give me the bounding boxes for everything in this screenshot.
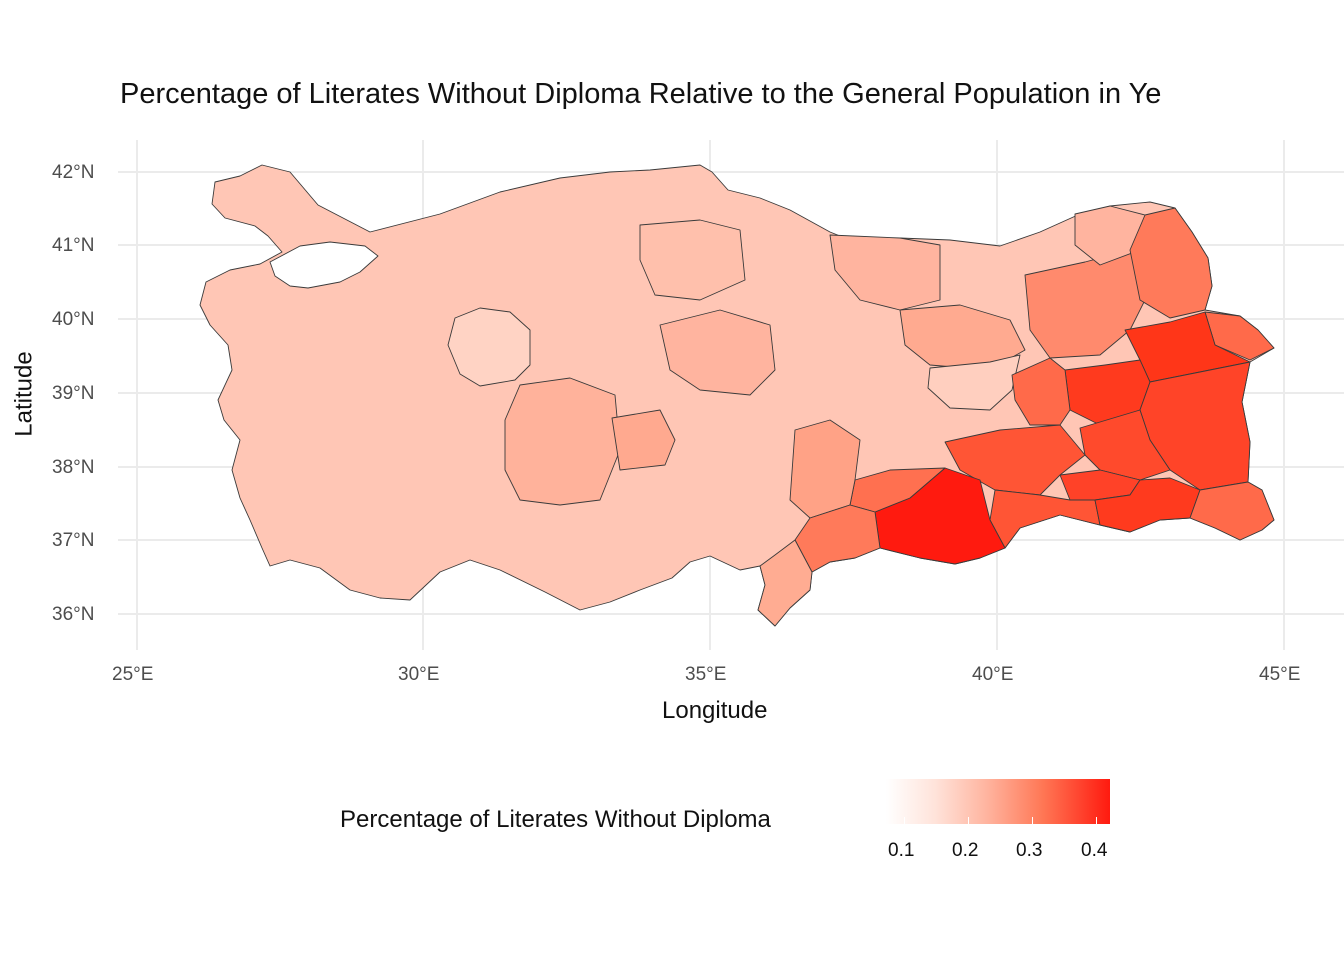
region-north-central xyxy=(639,219,746,301)
region-konya-east xyxy=(611,409,676,471)
legend-tick-0-4: 0.4 xyxy=(1081,840,1108,861)
region-hatay xyxy=(757,539,813,627)
legend-mark-2 xyxy=(968,817,969,824)
y-axis-title: Latitude xyxy=(10,351,38,437)
legend-mark-4 xyxy=(1096,817,1097,824)
region-hakkari xyxy=(1189,481,1275,541)
legend-colorbar xyxy=(886,779,1110,824)
x-axis-title: Longitude xyxy=(662,697,768,724)
region-black-sea-east xyxy=(829,234,941,311)
legend-mark-3 xyxy=(1032,817,1033,824)
y-tick-36: 36°N xyxy=(52,604,95,625)
region-malatya xyxy=(789,419,861,519)
region-central-east xyxy=(659,309,776,396)
x-tick-45: 45°E xyxy=(1259,664,1301,685)
legend-tick-0-2: 0.2 xyxy=(952,840,979,861)
region-kars xyxy=(1129,207,1213,319)
region-gaziantep xyxy=(794,504,881,573)
legend-mark-1 xyxy=(904,817,905,824)
region-bitlis xyxy=(1079,409,1171,481)
marmara-sea xyxy=(269,241,379,289)
y-tick-41: 41°N xyxy=(52,235,95,256)
region-central-south xyxy=(504,377,621,506)
x-tick-25: 25°E xyxy=(112,664,154,685)
y-tick-38: 38°N xyxy=(52,457,95,478)
region-elazig-light xyxy=(927,354,1021,411)
x-tick-30: 30°E xyxy=(398,664,440,685)
legend-tick-0-3: 0.3 xyxy=(1016,840,1043,861)
legend-title: Percentage of Literates Without Diploma xyxy=(340,806,771,833)
legend-tick-0-1: 0.1 xyxy=(888,840,915,861)
x-tick-35: 35°E xyxy=(685,664,727,685)
turkey-map xyxy=(199,164,1275,627)
y-tick-39: 39°N xyxy=(52,383,95,404)
y-tick-40: 40°N xyxy=(52,309,95,330)
region-bingol xyxy=(1011,357,1071,426)
x-tick-40: 40°E xyxy=(972,664,1014,685)
y-tick-42: 42°N xyxy=(52,162,95,183)
chart-title: Percentage of Literates Without Diploma … xyxy=(120,78,1162,110)
y-tick-37: 37°N xyxy=(52,530,95,551)
region-central-light xyxy=(447,307,531,387)
